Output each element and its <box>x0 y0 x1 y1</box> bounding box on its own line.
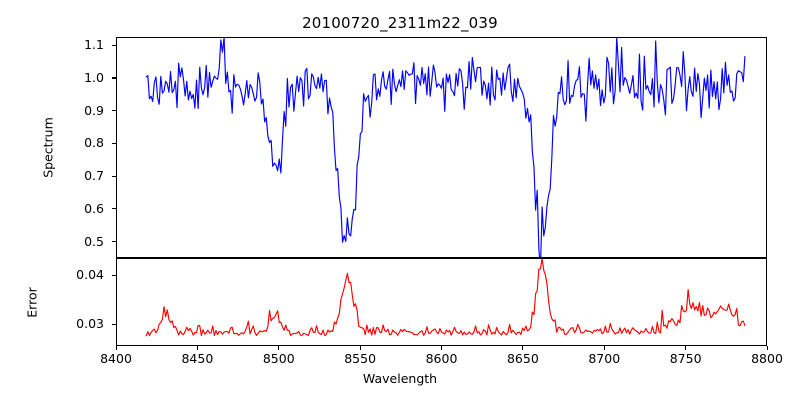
error-y-axis-label: Error <box>24 287 40 318</box>
x-tick-mark <box>278 346 280 350</box>
x-tick-label: 8600 <box>425 351 458 366</box>
error-ytick-label: 0.04 <box>76 267 104 283</box>
spectrum-trace <box>117 38 766 257</box>
x-tick-label: 8550 <box>344 351 377 366</box>
x-tick-label: 8450 <box>181 351 214 366</box>
x-tick-label: 8700 <box>588 351 621 366</box>
x-tick-label: 8750 <box>669 351 702 366</box>
spectrum-panel <box>116 37 767 258</box>
spectrum-ytick-label: 0.5 <box>84 233 104 249</box>
x-tick-label: 8800 <box>751 351 783 366</box>
error-ytick-label: 0.03 <box>76 316 104 331</box>
x-tick-mark <box>766 346 768 350</box>
x-tick-label: 8500 <box>262 351 295 366</box>
x-tick-label: 8400 <box>100 351 132 366</box>
x-tick-mark <box>359 346 361 350</box>
error-panel <box>116 258 767 346</box>
x-tick-mark <box>441 346 443 350</box>
error-trace <box>117 259 766 345</box>
spectrum-ytick-label: 1.1 <box>84 37 104 53</box>
x-tick-mark <box>603 346 605 350</box>
x-tick-mark <box>115 346 117 350</box>
x-tick-mark <box>196 346 198 350</box>
x-tick-label: 8650 <box>506 351 539 366</box>
spectrum-y-axis-label: Spectrum <box>40 117 56 178</box>
x-axis-label: Wavelength <box>362 371 438 386</box>
figure-title: 20100720_2311m22_039 <box>302 14 498 32</box>
x-tick-mark <box>522 346 524 350</box>
x-tick-mark <box>685 346 687 350</box>
